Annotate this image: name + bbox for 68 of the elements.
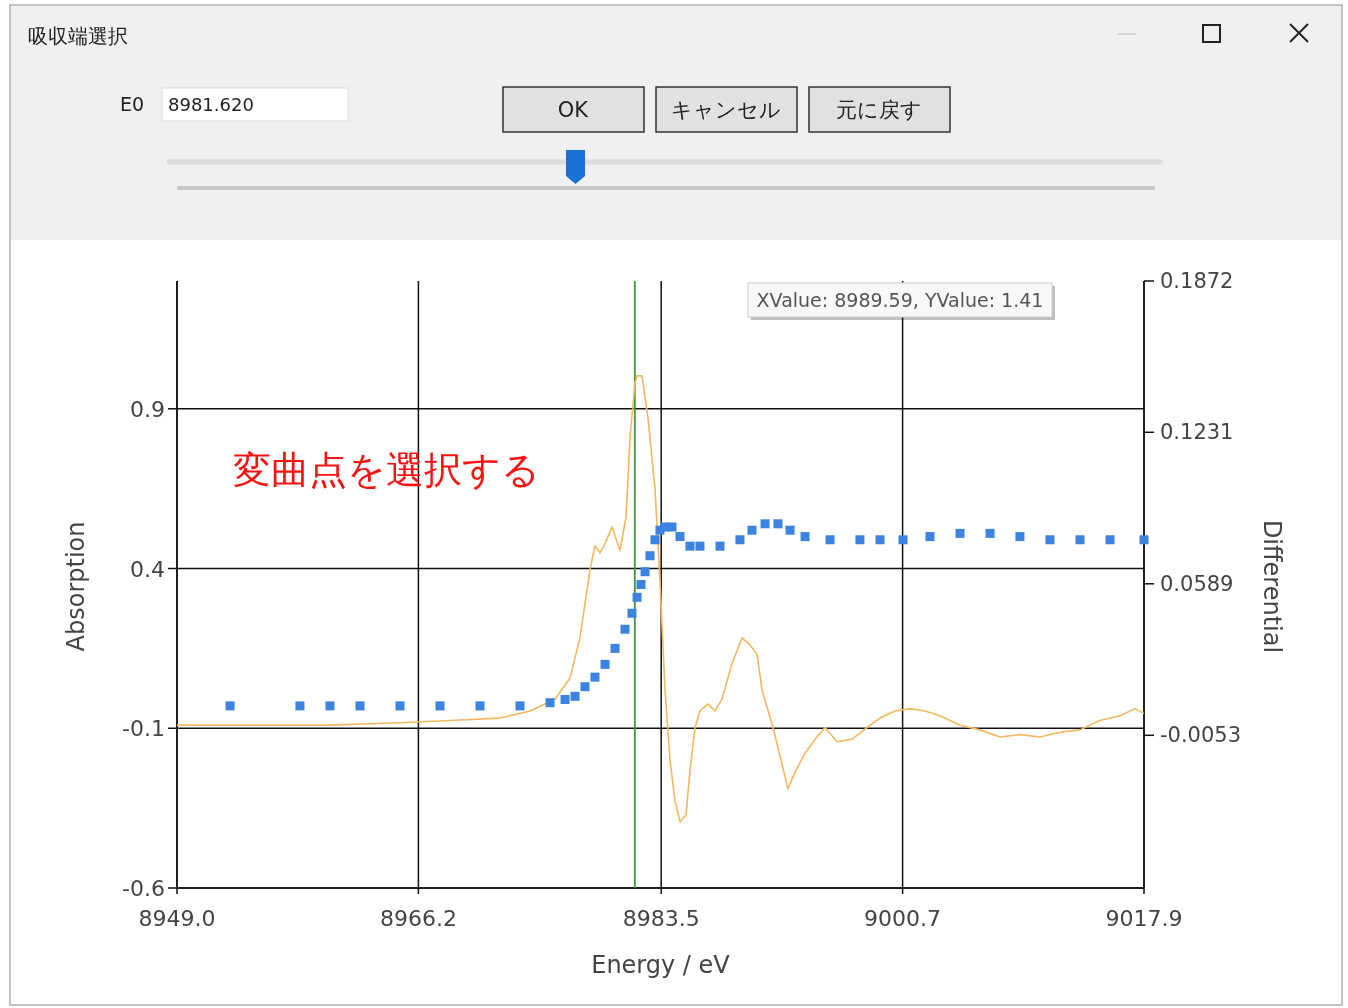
point bbox=[695, 541, 705, 551]
point bbox=[773, 519, 783, 529]
point bbox=[667, 522, 677, 532]
point bbox=[355, 701, 365, 711]
point bbox=[640, 567, 650, 577]
y2-tick-label: 0.1231 bbox=[1160, 420, 1234, 445]
point bbox=[325, 701, 335, 711]
point bbox=[225, 701, 235, 711]
chart-title: 吸収端選択 bbox=[28, 24, 128, 48]
point bbox=[985, 528, 995, 538]
point bbox=[610, 643, 620, 653]
x-tick-label: 8983.5 bbox=[622, 906, 700, 931]
point bbox=[760, 519, 770, 529]
point bbox=[627, 608, 637, 618]
point bbox=[1045, 535, 1055, 545]
point bbox=[715, 541, 725, 551]
point bbox=[545, 698, 555, 708]
point bbox=[875, 535, 885, 545]
y-tick-label: 0.4 bbox=[130, 556, 165, 582]
y2-tick-label: 0.0589 bbox=[1160, 571, 1234, 596]
point bbox=[800, 532, 810, 542]
annotation: XValue: 8989.59, YValue: 1.41 bbox=[756, 289, 1044, 311]
point bbox=[785, 525, 795, 535]
point bbox=[515, 701, 525, 711]
y-axis-title: Absorption bbox=[62, 521, 90, 652]
point bbox=[600, 659, 610, 669]
point bbox=[925, 532, 935, 542]
point bbox=[1139, 535, 1149, 545]
text-field[interactable]: 8981.620 bbox=[161, 87, 349, 122]
point bbox=[855, 535, 865, 545]
point bbox=[645, 551, 655, 561]
point bbox=[825, 535, 835, 545]
point bbox=[1015, 532, 1025, 542]
y-tick-label: -0.6 bbox=[122, 876, 165, 901]
point bbox=[590, 672, 600, 682]
point bbox=[580, 682, 590, 692]
point bbox=[735, 535, 745, 545]
point bbox=[685, 541, 695, 551]
point bbox=[475, 701, 485, 711]
point bbox=[636, 580, 646, 589]
point bbox=[1105, 535, 1115, 545]
button[interactable]: OK bbox=[502, 86, 645, 133]
x-tick-label: 9017.9 bbox=[1105, 906, 1183, 931]
y2-tick-label: 0.1872 bbox=[1160, 269, 1234, 293]
point bbox=[632, 592, 642, 602]
point bbox=[650, 535, 660, 545]
point bbox=[747, 525, 757, 535]
button[interactable]: キャンセル bbox=[655, 86, 798, 133]
point bbox=[560, 695, 570, 705]
point bbox=[570, 691, 580, 701]
y-tick-label: -0.1 bbox=[122, 716, 165, 742]
y-tick-label: 0.9 bbox=[130, 396, 165, 422]
x-tick-label: 9000.7 bbox=[864, 906, 942, 931]
x-tick-label: 8949.0 bbox=[138, 906, 216, 931]
point bbox=[620, 624, 630, 634]
x-tick-label: 8966.2 bbox=[379, 906, 457, 931]
point bbox=[395, 701, 405, 711]
point bbox=[295, 701, 305, 711]
y2-tick-label: -0.0053 bbox=[1160, 723, 1242, 748]
button[interactable]: 元に戻す bbox=[808, 86, 951, 133]
point bbox=[675, 532, 685, 542]
point bbox=[435, 701, 445, 711]
x-axis-title: Energy / eV bbox=[591, 951, 731, 979]
point bbox=[1075, 535, 1085, 545]
text: E0 bbox=[120, 93, 145, 115]
y2-axis-title: Differential bbox=[1258, 519, 1286, 654]
point bbox=[898, 535, 908, 545]
point bbox=[955, 528, 965, 538]
